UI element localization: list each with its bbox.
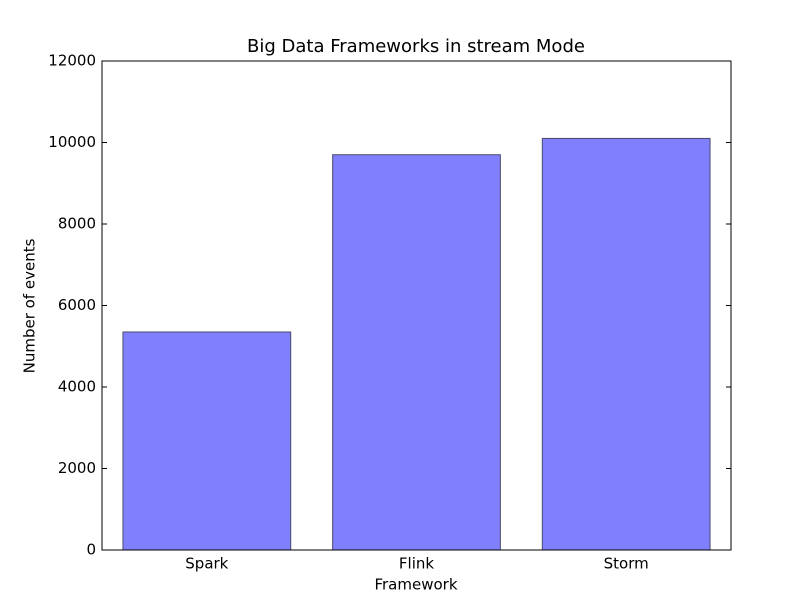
bar xyxy=(332,154,501,551)
bar xyxy=(122,331,292,551)
x-tick-label: Spark xyxy=(185,555,228,573)
bar xyxy=(541,137,711,551)
y-axis-label: Number of events xyxy=(21,238,39,373)
x-tick-label: Flink xyxy=(399,555,434,573)
x-axis-label: Framework xyxy=(374,576,457,594)
y-tick-label: 6000 xyxy=(58,296,96,314)
x-tick-label: Storm xyxy=(604,555,649,573)
plot-frame xyxy=(101,60,732,551)
y-tick-label: 12000 xyxy=(48,52,96,70)
y-tick-label: 10000 xyxy=(48,133,96,151)
y-tick-label: 0 xyxy=(86,541,96,559)
y-tick-label: 2000 xyxy=(58,459,96,477)
y-tick-label: 8000 xyxy=(58,215,96,233)
chart-title: Big Data Frameworks in stream Mode xyxy=(247,36,585,57)
y-tick-label: 4000 xyxy=(58,378,96,396)
